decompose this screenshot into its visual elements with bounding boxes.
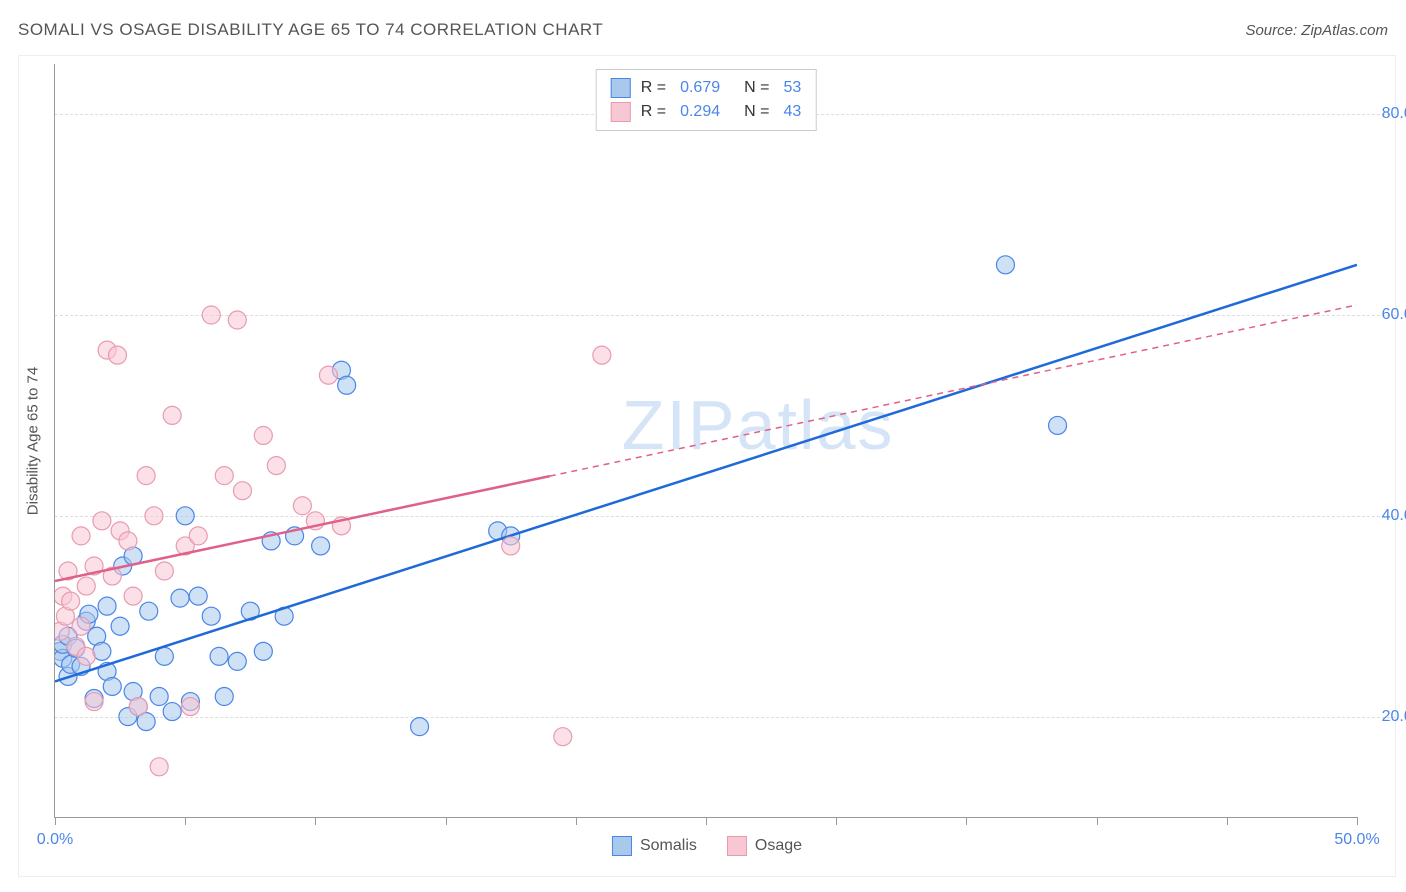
y-tick-label: 60.0% [1367, 306, 1406, 324]
data-point [267, 457, 285, 475]
legend-series: Somalis Osage [612, 836, 802, 856]
x-tick [966, 817, 967, 825]
data-point [228, 652, 246, 670]
x-tick [1227, 817, 1228, 825]
data-point [98, 597, 116, 615]
legend-n-value: 43 [783, 103, 801, 121]
data-point [150, 688, 168, 706]
data-point [1049, 416, 1067, 434]
data-point [189, 587, 207, 605]
data-point [85, 693, 103, 711]
data-point [72, 527, 90, 545]
legend-series-label: Osage [755, 837, 802, 855]
data-point [228, 311, 246, 329]
data-point [215, 467, 233, 485]
data-point [293, 497, 311, 515]
legend-n-label: N = [744, 103, 769, 121]
y-axis-label: Disability Age 65 to 74 [25, 366, 42, 514]
y-tick-label: 20.0% [1367, 708, 1406, 726]
data-point [189, 527, 207, 545]
data-point [155, 562, 173, 580]
data-point [593, 346, 611, 364]
data-point [312, 537, 330, 555]
data-point [210, 647, 228, 665]
x-tick-label: 0.0% [37, 831, 73, 849]
plot-area: Disability Age 65 to 74 ZIPatlas R =0.67… [54, 64, 1357, 818]
data-point [554, 728, 572, 746]
x-tick [446, 817, 447, 825]
scatter-svg [55, 64, 1357, 817]
legend-n-value: 53 [783, 79, 801, 97]
x-tick [1097, 817, 1098, 825]
legend-swatch [612, 836, 632, 856]
data-point [108, 346, 126, 364]
data-point [202, 306, 220, 324]
legend-stat-row: R = 0.294 N = 43 [611, 100, 802, 124]
x-tick [836, 817, 837, 825]
data-point [163, 703, 181, 721]
chart-title: SOMALI VS OSAGE DISABILITY AGE 65 TO 74 … [18, 20, 603, 40]
data-point [171, 589, 189, 607]
data-point [150, 758, 168, 776]
data-point [77, 647, 95, 665]
data-point [411, 718, 429, 736]
legend-series-item: Somalis [612, 836, 697, 856]
data-point [233, 482, 251, 500]
data-point [119, 532, 137, 550]
chart-container: Disability Age 65 to 74 ZIPatlas R =0.67… [18, 55, 1396, 877]
data-point [93, 512, 111, 530]
data-point [145, 507, 163, 525]
x-tick-label: 50.0% [1334, 831, 1379, 849]
x-tick [185, 817, 186, 825]
legend-stats: R = 0.679 N = 53 R = 0.294 N = 43 [596, 69, 817, 131]
data-point [72, 617, 90, 635]
legend-r-label: R = [641, 79, 666, 97]
data-point [137, 467, 155, 485]
legend-series-label: Somalis [640, 837, 697, 855]
data-point [111, 617, 129, 635]
data-point [502, 537, 520, 555]
data-point [103, 677, 121, 695]
data-point [176, 507, 194, 525]
data-point [155, 647, 173, 665]
data-point [129, 698, 147, 716]
data-point [140, 602, 158, 620]
data-point [215, 688, 233, 706]
data-point [124, 587, 142, 605]
data-point [254, 426, 272, 444]
legend-swatch [611, 102, 631, 122]
legend-r-value: 0.679 [680, 79, 720, 97]
data-point [181, 698, 199, 716]
data-point [163, 406, 181, 424]
x-tick [706, 817, 707, 825]
x-tick [315, 817, 316, 825]
data-point [62, 592, 80, 610]
legend-n-label: N = [744, 79, 769, 97]
data-point [338, 376, 356, 394]
data-point [319, 366, 337, 384]
legend-swatch [727, 836, 747, 856]
legend-r-value: 0.294 [680, 103, 720, 121]
data-point [254, 642, 272, 660]
legend-stat-row: R = 0.679 N = 53 [611, 76, 802, 100]
legend-r-label: R = [641, 103, 666, 121]
x-tick [1357, 817, 1358, 825]
source-label: Source: ZipAtlas.com [1245, 22, 1388, 39]
x-tick [55, 817, 56, 825]
legend-series-item: Osage [727, 836, 802, 856]
legend-swatch [611, 78, 631, 98]
data-point [996, 256, 1014, 274]
regression-line [55, 265, 1357, 682]
regression-line-extrapolated [550, 305, 1357, 476]
y-tick-label: 40.0% [1367, 507, 1406, 525]
x-tick [576, 817, 577, 825]
data-point [77, 577, 95, 595]
data-point [202, 607, 220, 625]
y-tick-label: 80.0% [1367, 105, 1406, 123]
